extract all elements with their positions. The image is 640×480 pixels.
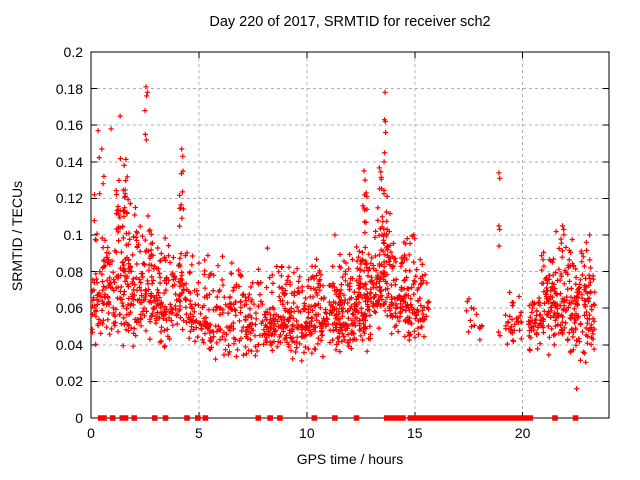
grid-lines — [91, 52, 609, 418]
x-axis-title: GPS time / hours — [296, 451, 404, 467]
y-tick-label: 0.18 — [55, 80, 83, 97]
y-tick-label: 0.1 — [63, 227, 83, 243]
chart-title: Day 220 of 2017, SRMTID for receiver sch… — [209, 14, 491, 30]
y-tick-label: 0.06 — [55, 300, 83, 317]
y-tick-label: 0.16 — [55, 117, 83, 134]
x-tick-label: 5 — [195, 425, 203, 441]
zero-value-markers — [97, 415, 579, 421]
y-tick-label: 0.14 — [55, 153, 83, 170]
scatter-points — [89, 84, 598, 392]
y-tick-label: 0.02 — [55, 373, 83, 390]
y-tick-label: 0.04 — [55, 336, 83, 353]
axis-ticks — [90, 51, 609, 419]
x-tick-label: 20 — [514, 425, 531, 441]
y-tick-label: 0.2 — [63, 44, 83, 60]
y-tick-label: 0.12 — [55, 190, 83, 207]
y-tick-label: 0.08 — [55, 263, 83, 280]
x-tick-label: 10 — [299, 425, 315, 441]
x-tick-label: 0 — [87, 425, 95, 441]
y-tick-label: 0 — [75, 410, 83, 426]
x-tick-label: 15 — [406, 425, 423, 441]
